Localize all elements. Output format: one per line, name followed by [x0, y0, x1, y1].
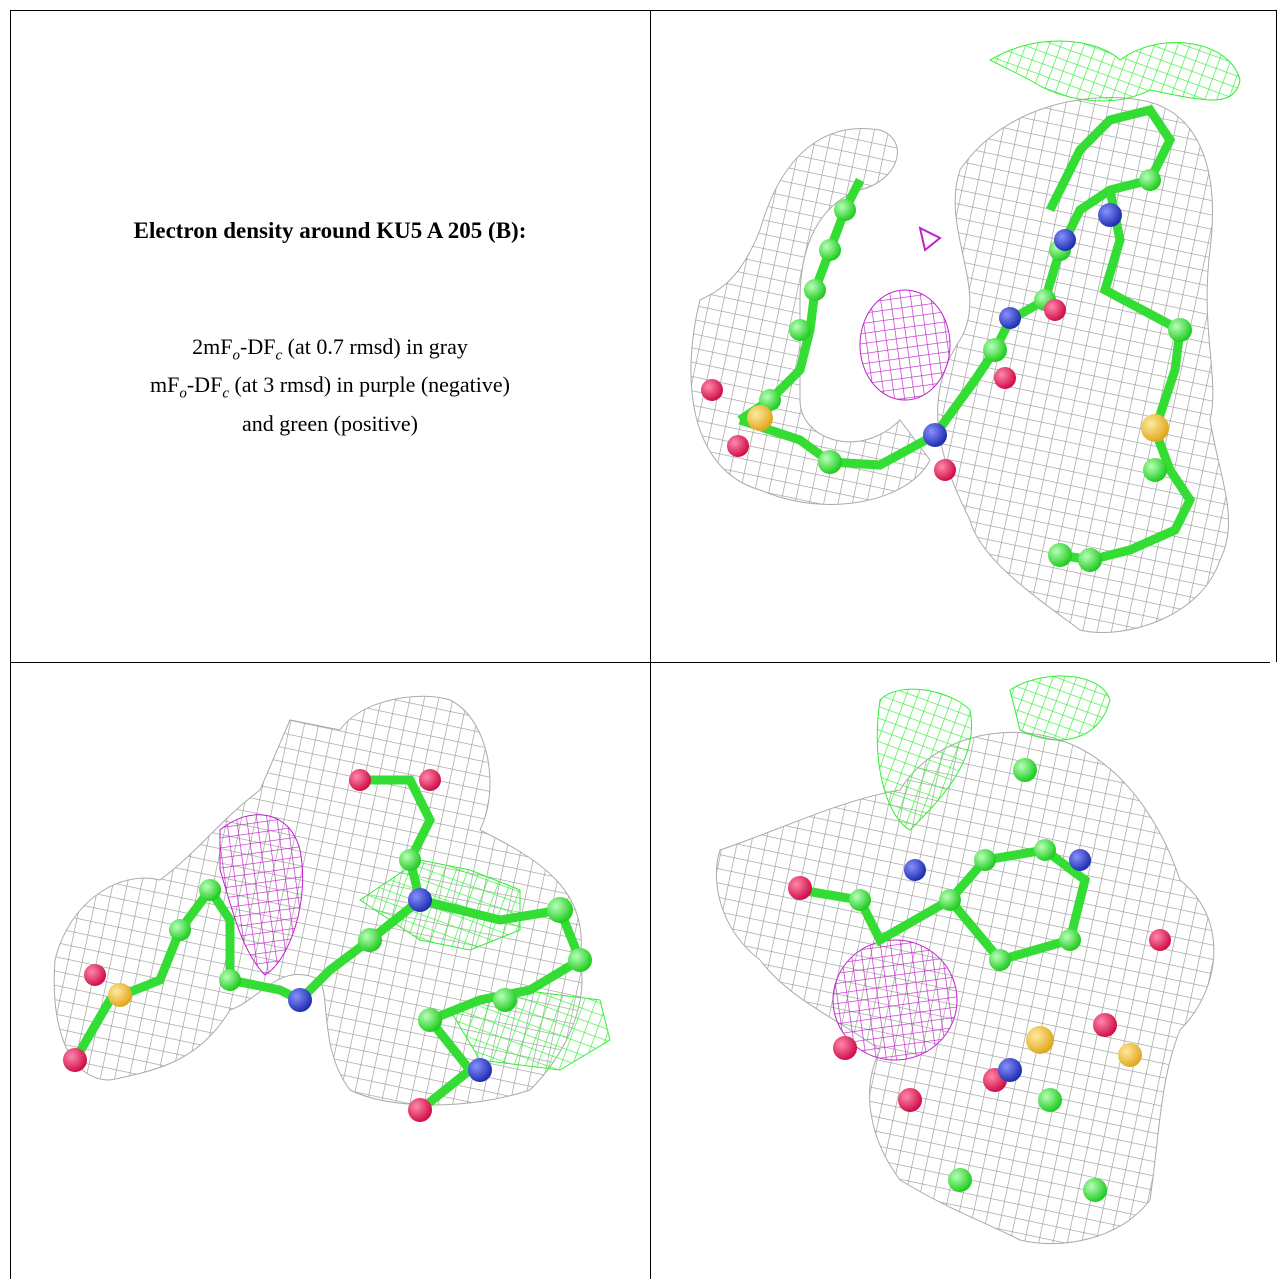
subscript: c — [275, 347, 283, 364]
gray-mesh — [715, 731, 1215, 1245]
caption-title: Electron density around KU5 A 205 (B): — [133, 218, 527, 243]
caption-line: mFo-DFc (at 3 rmsd) in purple (negative) — [10, 370, 650, 408]
text-run: -DF — [186, 372, 223, 398]
bond — [799, 845, 1091, 966]
green-mesh — [988, 40, 1241, 102]
bond — [738, 104, 1176, 470]
text-run: (at 0.7 rmsd) in gray — [282, 334, 468, 359]
caption-line: and green (positive) — [10, 409, 650, 438]
atoms — [788, 758, 1171, 1202]
subscript: o — [232, 347, 241, 364]
subscript: o — [179, 385, 187, 402]
density-view-1 — [690, 40, 1241, 633]
text-run: (at 3 rmsd) in purple (negative) — [228, 372, 510, 398]
purple-mesh — [859, 289, 951, 401]
text-run: 2mF — [192, 334, 233, 359]
green-mesh — [876, 688, 972, 831]
purple-mesh — [832, 939, 958, 1061]
text-run: and green (positive) — [242, 410, 418, 436]
text-run: mF — [150, 372, 180, 398]
bond — [1059, 189, 1196, 565]
text-run: -DF — [240, 334, 276, 359]
purple-mesh — [219, 814, 304, 976]
caption-cell: Electron density around KU5 A 205 (B): 2… — [10, 10, 650, 662]
bond — [417, 895, 586, 1114]
green-mesh — [1009, 675, 1111, 741]
gray-mesh — [937, 97, 1230, 633]
atoms — [701, 169, 1192, 572]
density-view-3 — [715, 675, 1215, 1245]
density-view-2 — [53, 695, 611, 1122]
subscript: c — [222, 385, 229, 402]
table-grid — [10, 10, 1277, 1279]
caption-lines: 2mFo-DFc (at 0.7 rmsd) in gray mFo-DFc (a… — [10, 332, 650, 438]
atoms — [63, 769, 592, 1122]
purple-mesh — [918, 226, 942, 252]
caption-line: 2mFo-DFc (at 0.7 rmsd) in gray — [10, 332, 650, 370]
